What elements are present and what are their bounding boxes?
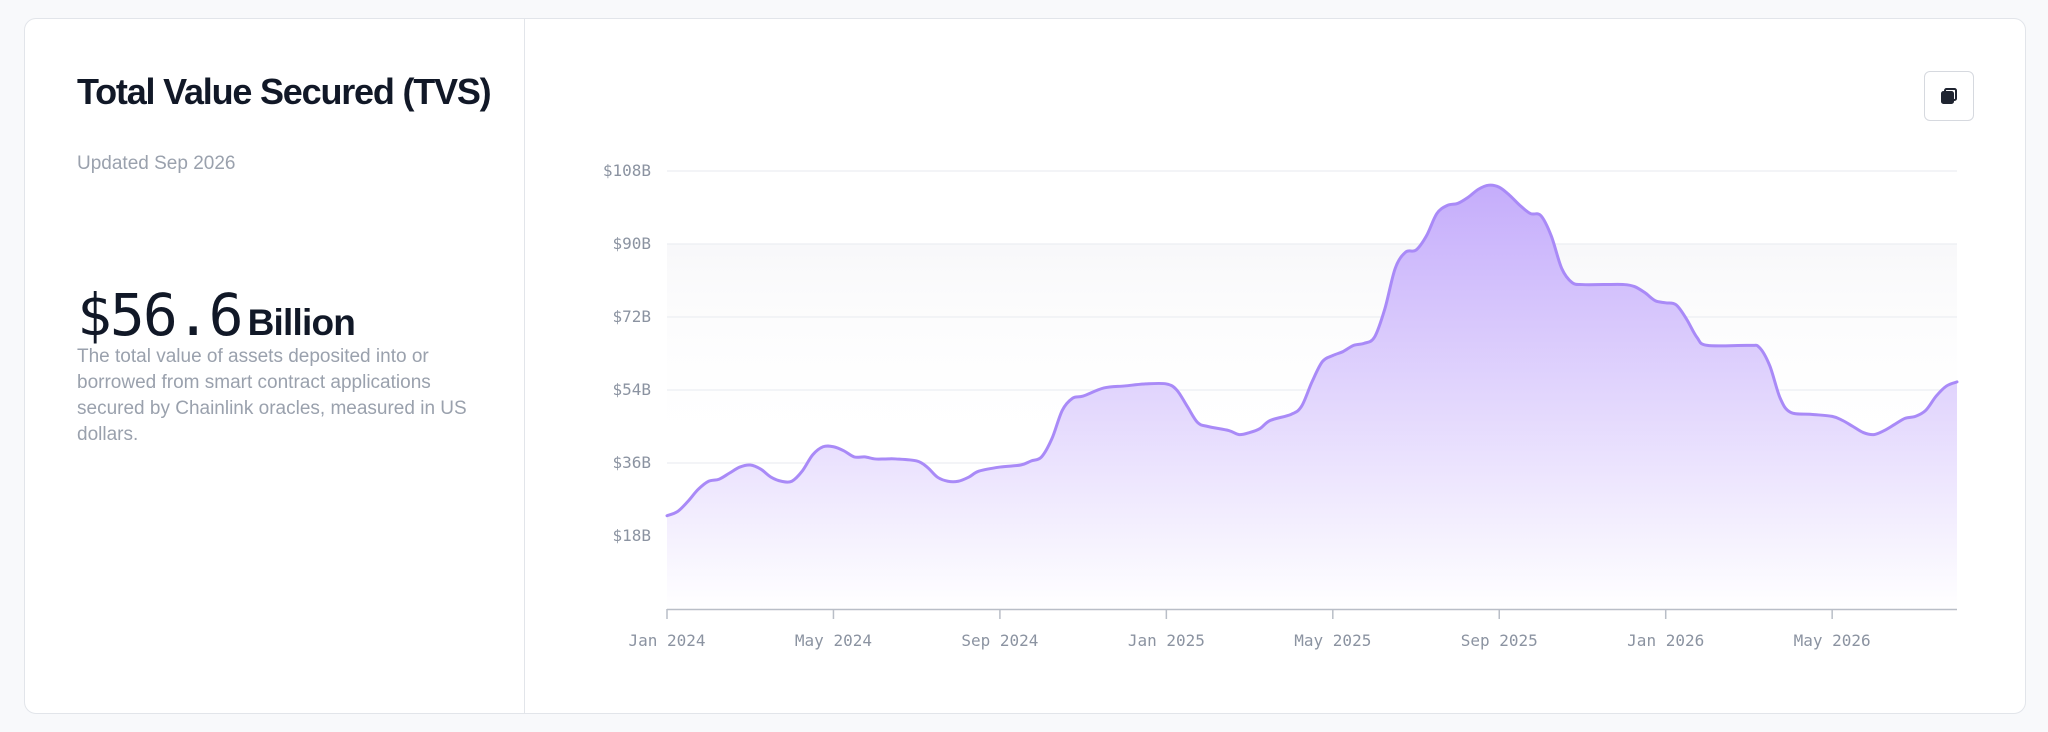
panel-title: Total Value Secured (TVS) bbox=[77, 71, 492, 112]
x-tick-label: Sep 2025 bbox=[1461, 631, 1538, 650]
y-tick-label: $72B bbox=[612, 307, 651, 326]
updated-label: Updated Sep 2026 bbox=[77, 153, 236, 174]
x-tick-label: May 2026 bbox=[1794, 631, 1871, 650]
tvs-area-fill bbox=[667, 185, 1957, 610]
y-tick-label: $54B bbox=[612, 380, 651, 399]
x-tick-label: Sep 2024 bbox=[961, 631, 1038, 650]
x-tick-label: Jan 2025 bbox=[1128, 631, 1205, 650]
tvs-metric: $56.6 Billion bbox=[77, 281, 356, 349]
y-tick-label: $90B bbox=[612, 234, 651, 253]
x-tick-label: May 2024 bbox=[795, 631, 872, 650]
summary-panel: Total Value Secured (TVS) Updated Sep 20… bbox=[25, 19, 525, 713]
chart-labels: $18B $36B $54B $72B $90B $108B Jan 2024 May 202… bbox=[603, 161, 1871, 650]
y-tick-label: $36B bbox=[612, 453, 651, 472]
tvs-description: The total value of assets deposited into… bbox=[77, 346, 467, 445]
tvs-card: Total Value Secured (TVS) Updated Sep 20… bbox=[24, 18, 2026, 714]
y-tick-label: $18B bbox=[612, 526, 651, 545]
tvs-series-line bbox=[665, 183, 1959, 518]
copy-button[interactable] bbox=[1924, 71, 1974, 121]
x-tick-label: May 2025 bbox=[1294, 631, 1371, 650]
x-tick-label: Jan 2024 bbox=[628, 631, 705, 650]
tvs-area-chart: $18B $36B $54B $72B $90B $108B Jan 2024 May 202… bbox=[603, 161, 1959, 650]
y-tick-label: $108B bbox=[603, 161, 651, 180]
copy-icon bbox=[1941, 88, 1957, 104]
tvs-value: $56.6 bbox=[77, 281, 244, 349]
chart-area-layer bbox=[665, 183, 1959, 610]
tvs-unit: Billion bbox=[247, 302, 356, 343]
chart-axes bbox=[666, 608, 1957, 619]
x-tick-label: Jan 2026 bbox=[1627, 631, 1704, 650]
